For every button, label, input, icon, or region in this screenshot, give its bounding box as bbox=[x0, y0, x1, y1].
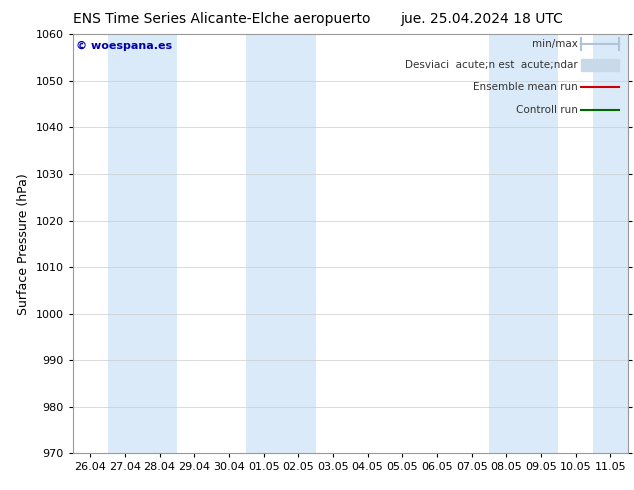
Text: min/max: min/max bbox=[532, 39, 578, 49]
Bar bbox=[281, 34, 316, 453]
Y-axis label: Surface Pressure (hPa): Surface Pressure (hPa) bbox=[17, 173, 30, 315]
Text: ENS Time Series Alicante-Elche aeropuerto: ENS Time Series Alicante-Elche aeropuert… bbox=[73, 12, 371, 26]
Bar bbox=[593, 34, 628, 453]
Text: Ensemble mean run: Ensemble mean run bbox=[473, 82, 578, 92]
Bar bbox=[142, 34, 177, 453]
Bar bbox=[524, 34, 559, 453]
Bar bbox=[489, 34, 524, 453]
FancyBboxPatch shape bbox=[581, 59, 619, 71]
Bar bbox=[246, 34, 281, 453]
Text: jue. 25.04.2024 18 UTC: jue. 25.04.2024 18 UTC bbox=[401, 12, 563, 26]
Text: Controll run: Controll run bbox=[516, 105, 578, 115]
Bar bbox=[108, 34, 142, 453]
Text: © woespana.es: © woespana.es bbox=[75, 41, 172, 50]
Text: Desviaci  acute;n est  acute;ndar: Desviaci acute;n est acute;ndar bbox=[405, 60, 578, 70]
